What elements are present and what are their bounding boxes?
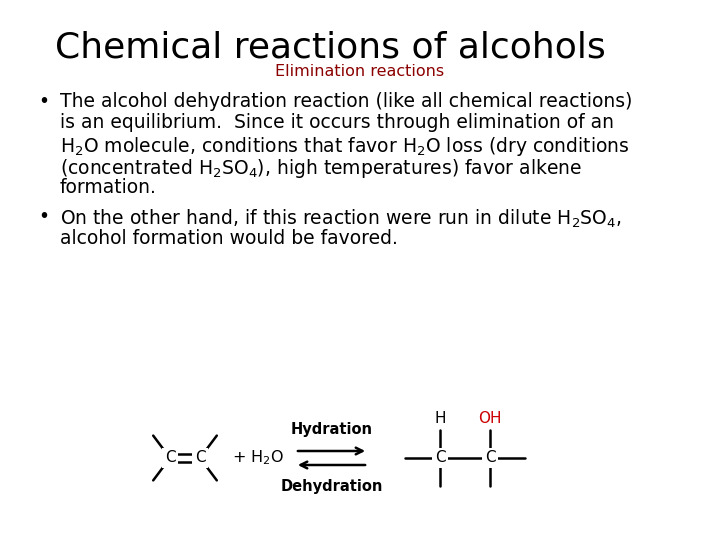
Text: Dehydration: Dehydration bbox=[280, 479, 383, 494]
Text: is an equilibrium.  Since it occurs through elimination of an: is an equilibrium. Since it occurs throu… bbox=[60, 113, 614, 132]
Text: Hydration: Hydration bbox=[290, 422, 372, 437]
Text: •: • bbox=[38, 207, 49, 226]
Text: C: C bbox=[435, 450, 445, 465]
Text: Elimination reactions: Elimination reactions bbox=[276, 64, 444, 79]
Text: formation.: formation. bbox=[60, 178, 157, 197]
Text: alcohol formation would be favored.: alcohol formation would be favored. bbox=[60, 229, 398, 248]
Text: OH: OH bbox=[478, 411, 502, 426]
Text: (concentrated H$_2$SO$_4$), high temperatures) favor alkene: (concentrated H$_2$SO$_4$), high tempera… bbox=[60, 157, 582, 179]
Text: •: • bbox=[38, 92, 49, 111]
Text: On the other hand, if this reaction were run in dilute H$_2$SO$_4$,: On the other hand, if this reaction were… bbox=[60, 207, 622, 230]
Text: C: C bbox=[165, 450, 175, 465]
Text: Chemical reactions of alcohols: Chemical reactions of alcohols bbox=[55, 30, 606, 64]
Text: H$_2$O molecule, conditions that favor H$_2$O loss (dry conditions: H$_2$O molecule, conditions that favor H… bbox=[60, 135, 630, 158]
Text: The alcohol dehydration reaction (like all chemical reactions): The alcohol dehydration reaction (like a… bbox=[60, 92, 632, 111]
Text: C: C bbox=[194, 450, 205, 465]
Text: C: C bbox=[485, 450, 495, 465]
Text: H: H bbox=[434, 411, 446, 426]
Text: + H$_2$O: + H$_2$O bbox=[232, 449, 284, 467]
